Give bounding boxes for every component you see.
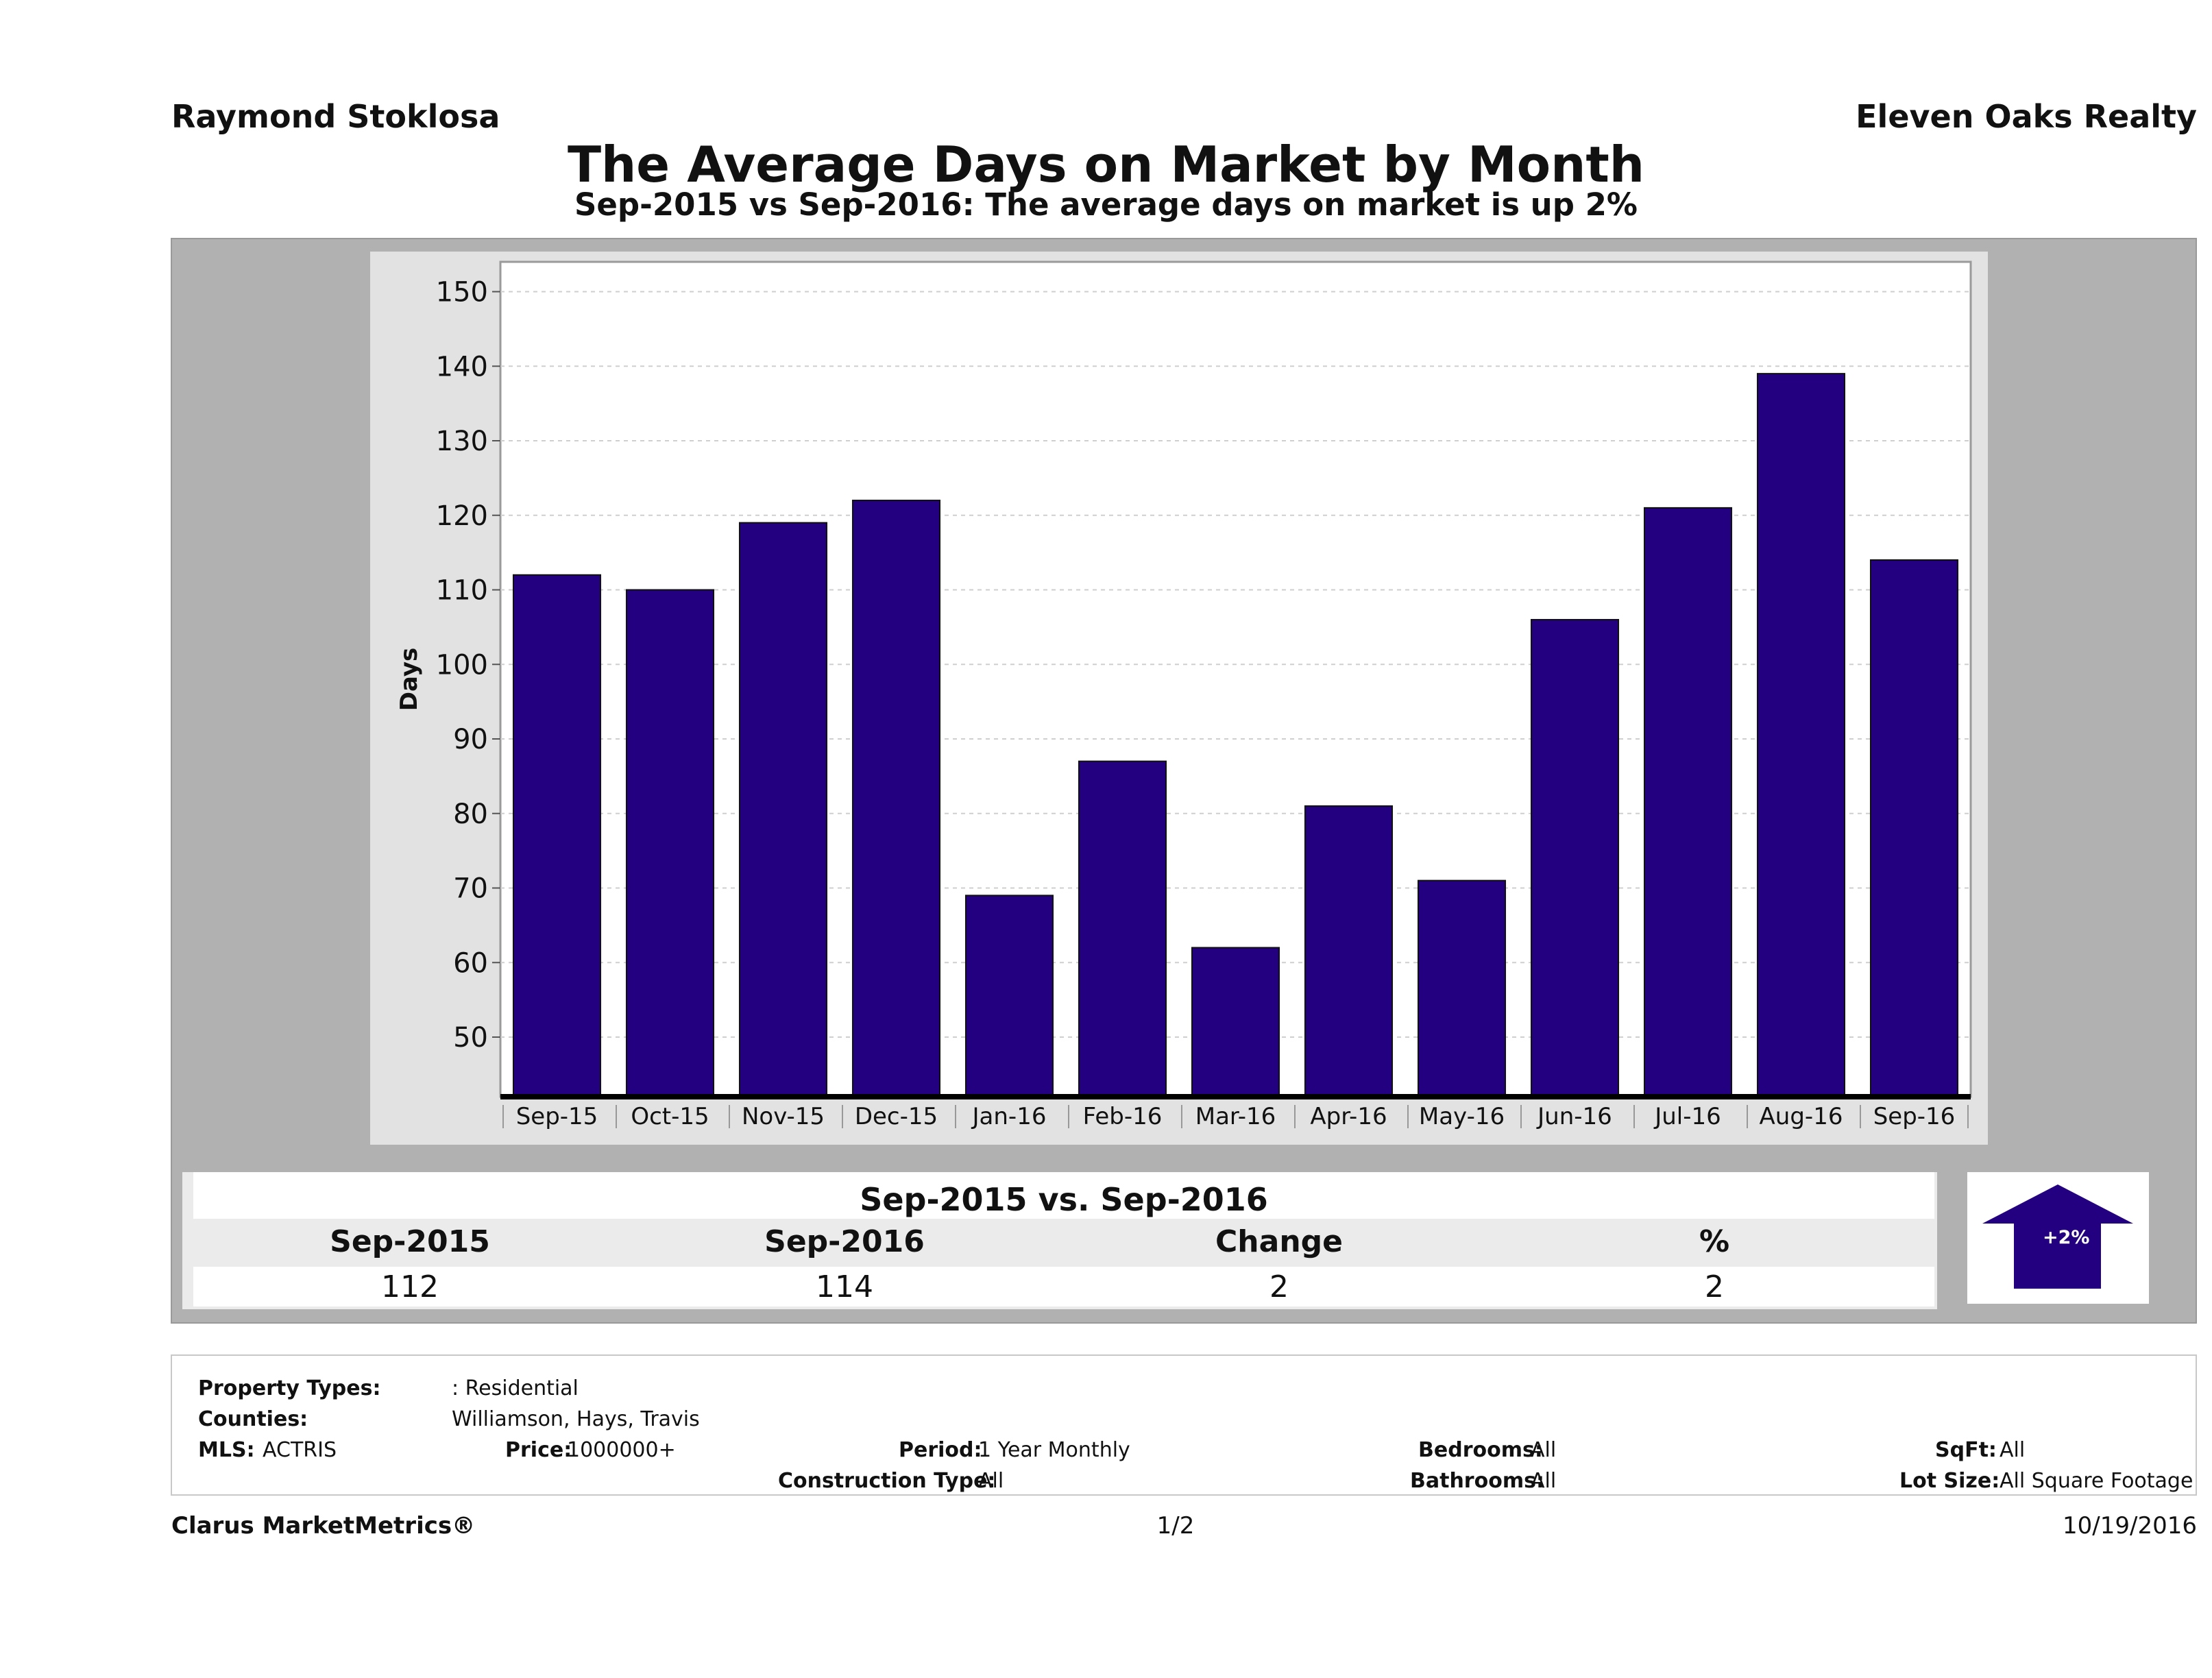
bathrooms-label: Bathrooms: xyxy=(1410,1469,1544,1493)
construction-type-value: All xyxy=(978,1469,1004,1493)
bar xyxy=(1643,507,1733,1097)
search-criteria: Property Types: : Residential Counties: … xyxy=(171,1354,2197,1496)
bedrooms-label: Bedrooms: xyxy=(1418,1438,1543,1462)
y-tick-label: 140 xyxy=(436,351,488,382)
y-tick-label: 100 xyxy=(436,649,488,681)
x-tick-label: May-16 xyxy=(1419,1103,1505,1130)
x-tick-label: Sep-15 xyxy=(516,1103,598,1130)
counties-value: Williamson, Hays, Travis xyxy=(452,1407,700,1431)
y-axis-label: Days xyxy=(396,648,423,712)
x-tick-label: Oct-15 xyxy=(631,1103,709,1130)
sqft-value: All xyxy=(2000,1438,2026,1462)
summary-header-percent: % xyxy=(1699,1224,1730,1259)
y-tick-label: 80 xyxy=(453,799,488,830)
x-tick-label: Feb-16 xyxy=(1083,1103,1163,1130)
up-arrow-icon xyxy=(1982,1184,2133,1289)
price-label: Price: xyxy=(505,1438,572,1462)
bar xyxy=(1756,373,1846,1097)
chart-title: The Average Days on Market by Month xyxy=(567,136,1645,193)
agent-name: Raymond Stoklosa xyxy=(171,98,500,135)
y-tick-label: 70 xyxy=(453,873,488,905)
y-tick-label: 50 xyxy=(453,1022,488,1054)
chart-subtitle: Sep-2015 vs Sep-2016: The average days o… xyxy=(574,186,1638,223)
bar xyxy=(964,895,1054,1097)
y-tick-label: 110 xyxy=(436,575,488,607)
footer-date: 10/19/2016 xyxy=(2063,1512,2197,1540)
bar xyxy=(738,522,828,1097)
x-tick-label: Mar-16 xyxy=(1195,1103,1276,1130)
bar xyxy=(1191,947,1280,1097)
summary-value-sep-2015: 112 xyxy=(381,1269,439,1304)
summary-value-percent: 2 xyxy=(1705,1269,1724,1304)
mls-value: ACTRIS xyxy=(263,1438,337,1462)
summary-table: Sep-2015 vs. Sep-2016 Sep-2015 Sep-2016 … xyxy=(182,1172,1937,1309)
construction-type-label: Construction Type: xyxy=(778,1469,996,1493)
period-label: Period: xyxy=(899,1438,982,1462)
y-tick-label: 60 xyxy=(453,947,488,979)
change-badge-label: +2% xyxy=(2043,1227,2090,1248)
y-tick-label: 130 xyxy=(436,426,488,457)
bar xyxy=(851,500,941,1097)
bar xyxy=(625,589,715,1097)
counties-label: Counties: xyxy=(198,1407,308,1431)
x-tick-label: Jul-16 xyxy=(1653,1103,1721,1130)
bathrooms-value: All xyxy=(1531,1469,1557,1493)
bar xyxy=(512,574,602,1097)
price-value: 1000000+ xyxy=(567,1438,676,1462)
x-tick-label: Sep-16 xyxy=(1873,1103,1956,1130)
summary-value-change: 2 xyxy=(1269,1269,1289,1304)
footer-brand: Clarus MarketMetrics® xyxy=(171,1512,476,1540)
brokerage-name: Eleven Oaks Realty xyxy=(1856,98,2197,135)
summary-value-row xyxy=(193,1267,1934,1306)
property-types-value: : Residential xyxy=(452,1376,579,1400)
summary-value-sep-2016: 114 xyxy=(816,1269,873,1304)
x-tick-label: Dec-15 xyxy=(855,1103,938,1130)
summary-header-sep-2015: Sep-2015 xyxy=(330,1224,490,1259)
summary-header-change: Change xyxy=(1215,1224,1343,1259)
bar xyxy=(1078,760,1167,1097)
y-tick-label: 150 xyxy=(436,277,488,308)
sqft-label: SqFt: xyxy=(1935,1438,1997,1462)
summary-title: Sep-2015 vs. Sep-2016 xyxy=(193,1172,1934,1219)
bedrooms-value: All xyxy=(1531,1438,1557,1462)
x-tick-label: Nov-15 xyxy=(742,1103,825,1130)
x-tick-label: Aug-16 xyxy=(1760,1103,1843,1130)
footer-page-number: 1/2 xyxy=(1156,1512,1195,1540)
mls-label: MLS: xyxy=(198,1438,255,1462)
bar xyxy=(1417,879,1507,1097)
summary-header-sep-2016: Sep-2016 xyxy=(764,1224,925,1259)
bar-chart: 50 60 70 80 90 100 110 120 130 140 150 Sep-15 Oct-15… xyxy=(396,260,1972,1130)
y-tick-label: 90 xyxy=(453,724,488,755)
x-tick-label: Apr-16 xyxy=(1310,1103,1387,1130)
lot-size-label: Lot Size: xyxy=(1899,1469,2000,1493)
y-tick-label: 120 xyxy=(436,500,488,532)
change-badge xyxy=(1967,1172,2149,1304)
bar xyxy=(1530,619,1620,1097)
lot-size-value: All Square Footage xyxy=(2000,1469,2193,1493)
bar xyxy=(1869,559,1959,1097)
x-tick-label: Jun-16 xyxy=(1536,1103,1612,1130)
bar xyxy=(1304,805,1394,1097)
period-value: 1 Year Monthly xyxy=(978,1438,1130,1462)
x-tick-label: Jan-16 xyxy=(971,1103,1047,1130)
property-types-label: Property Types: xyxy=(198,1376,381,1400)
chart-panel: 50 60 70 80 90 100 110 120 130 140 150 Sep-15 Oct-15… xyxy=(370,252,1988,1145)
